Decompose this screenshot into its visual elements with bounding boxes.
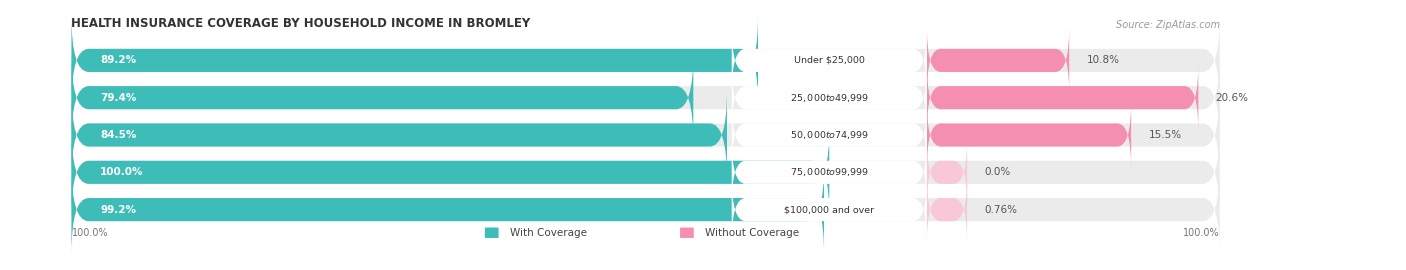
FancyBboxPatch shape xyxy=(72,16,758,105)
Text: 89.2%: 89.2% xyxy=(100,55,136,65)
Text: 79.4%: 79.4% xyxy=(100,93,136,103)
Text: With Coverage: With Coverage xyxy=(510,228,588,238)
FancyBboxPatch shape xyxy=(72,91,727,179)
FancyBboxPatch shape xyxy=(72,165,1220,254)
FancyBboxPatch shape xyxy=(927,176,967,243)
FancyBboxPatch shape xyxy=(927,27,1069,94)
FancyBboxPatch shape xyxy=(485,228,499,238)
Text: 99.2%: 99.2% xyxy=(100,205,136,215)
FancyBboxPatch shape xyxy=(731,176,927,243)
Text: 84.5%: 84.5% xyxy=(100,130,136,140)
FancyBboxPatch shape xyxy=(927,139,967,205)
Text: 0.0%: 0.0% xyxy=(984,167,1011,177)
FancyBboxPatch shape xyxy=(731,27,927,94)
Text: Without Coverage: Without Coverage xyxy=(706,228,800,238)
Text: 10.8%: 10.8% xyxy=(1087,55,1119,65)
FancyBboxPatch shape xyxy=(731,102,927,168)
Text: 15.5%: 15.5% xyxy=(1149,130,1181,140)
FancyBboxPatch shape xyxy=(731,65,927,131)
FancyBboxPatch shape xyxy=(72,128,830,217)
Text: 100.0%: 100.0% xyxy=(72,228,108,238)
FancyBboxPatch shape xyxy=(72,91,1220,179)
FancyBboxPatch shape xyxy=(72,53,1220,142)
Text: $75,000 to $99,999: $75,000 to $99,999 xyxy=(790,166,869,178)
FancyBboxPatch shape xyxy=(72,53,693,142)
Text: 100.0%: 100.0% xyxy=(100,167,143,177)
Text: 0.76%: 0.76% xyxy=(984,205,1018,215)
FancyBboxPatch shape xyxy=(731,139,927,205)
Text: $50,000 to $74,999: $50,000 to $74,999 xyxy=(790,129,869,141)
Text: 20.6%: 20.6% xyxy=(1216,93,1249,103)
FancyBboxPatch shape xyxy=(927,65,1198,131)
Text: 100.0%: 100.0% xyxy=(1182,228,1220,238)
FancyBboxPatch shape xyxy=(72,128,1220,217)
Text: Source: ZipAtlas.com: Source: ZipAtlas.com xyxy=(1115,20,1220,30)
Text: $25,000 to $49,999: $25,000 to $49,999 xyxy=(790,92,869,104)
Text: $100,000 and over: $100,000 and over xyxy=(785,205,875,214)
FancyBboxPatch shape xyxy=(72,165,824,254)
Text: HEALTH INSURANCE COVERAGE BY HOUSEHOLD INCOME IN BROMLEY: HEALTH INSURANCE COVERAGE BY HOUSEHOLD I… xyxy=(72,17,530,30)
FancyBboxPatch shape xyxy=(681,228,693,238)
FancyBboxPatch shape xyxy=(72,16,1220,105)
FancyBboxPatch shape xyxy=(927,102,1132,168)
Text: Under $25,000: Under $25,000 xyxy=(794,56,865,65)
